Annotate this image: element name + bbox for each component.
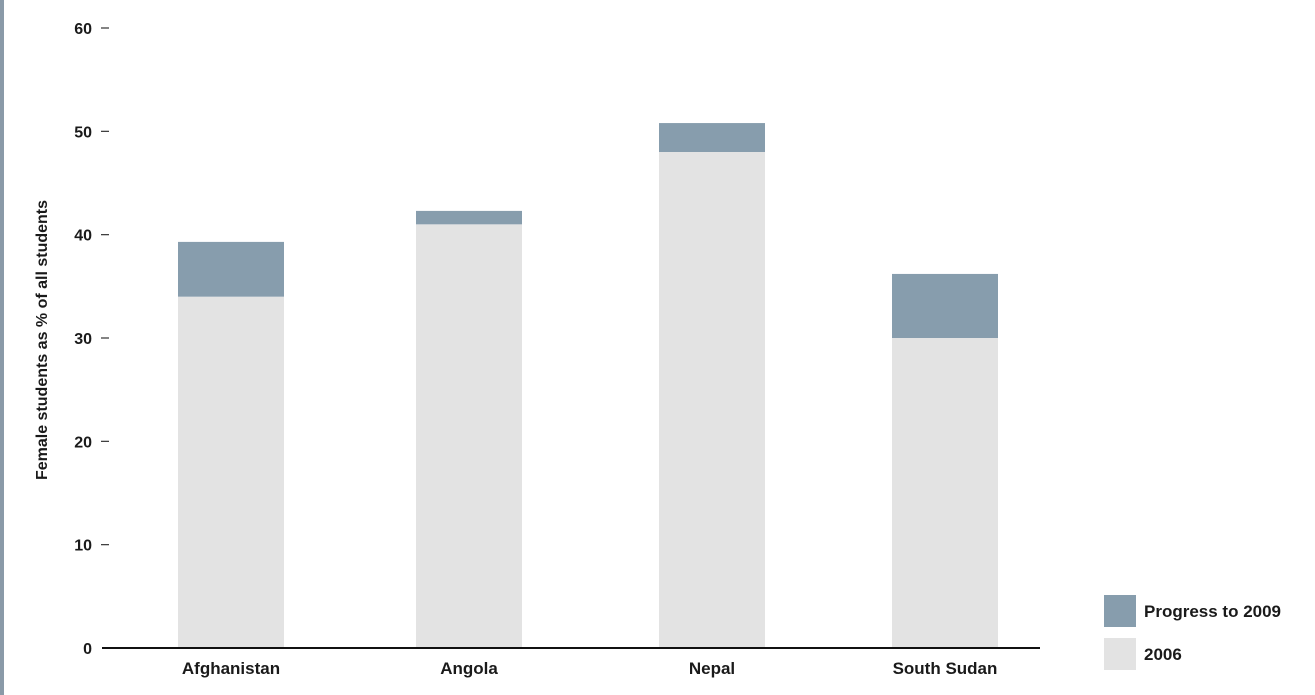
x-category-label: Angola bbox=[440, 659, 498, 678]
y-axis: 0 10 20 30 40 50 60 bbox=[74, 21, 109, 658]
y-tick-label: 10 bbox=[74, 538, 92, 555]
y-tick-label: 0 bbox=[83, 641, 92, 658]
bar-afghanistan-progress bbox=[178, 241, 284, 297]
x-axis-labels: Afghanistan Angola Nepal South Sudan bbox=[182, 659, 998, 678]
bar-angola-progress bbox=[416, 210, 522, 225]
legend: Progress to 2009 2006 bbox=[1104, 595, 1281, 670]
legend-swatch bbox=[1104, 595, 1136, 627]
bar-nepal-progress bbox=[659, 123, 765, 152]
legend-swatch bbox=[1104, 638, 1136, 670]
bar-angola-2006 bbox=[416, 224, 522, 649]
bar-south-sudan-progress bbox=[892, 273, 998, 338]
x-category-label: Afghanistan bbox=[182, 659, 280, 678]
y-tick-label: 60 bbox=[74, 21, 92, 38]
legend-label: 2006 bbox=[1144, 645, 1182, 664]
bars-group bbox=[178, 123, 998, 649]
y-tick-label: 20 bbox=[74, 434, 92, 451]
bar-afghanistan-2006 bbox=[178, 296, 284, 648]
x-category-label: Nepal bbox=[689, 659, 735, 678]
y-tick-label: 50 bbox=[74, 124, 92, 141]
y-tick-label: 40 bbox=[74, 228, 92, 245]
bar-south-sudan-2006 bbox=[892, 338, 998, 648]
y-axis-title: Female students as % of all students bbox=[34, 200, 51, 480]
bar-nepal-2006 bbox=[659, 152, 765, 648]
x-category-label: South Sudan bbox=[893, 659, 998, 678]
legend-label: Progress to 2009 bbox=[1144, 602, 1281, 621]
left-border-rule bbox=[0, 0, 4, 695]
y-tick-label: 30 bbox=[74, 331, 92, 348]
